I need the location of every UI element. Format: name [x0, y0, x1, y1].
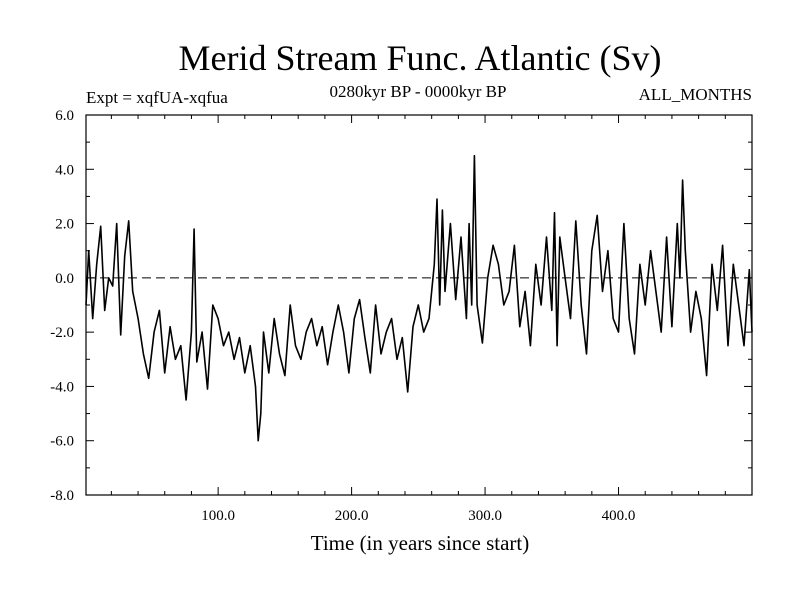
y-tick-label: -6.0 — [50, 434, 74, 450]
time-range-label: 0280kyr BP - 0000kyr BP — [330, 82, 507, 101]
y-tick-label: -4.0 — [50, 379, 74, 395]
y-tick-label: 4.0 — [55, 162, 74, 178]
y-tick-label: 6.0 — [55, 108, 74, 124]
series-line — [85, 154, 753, 442]
x-tick-label: 400.0 — [602, 508, 636, 524]
chart-title: Merid Stream Func. Atlantic (Sv) — [179, 38, 662, 78]
y-tick-label: -2.0 — [50, 325, 74, 341]
x-axis-label: Time (in years since start) — [311, 531, 530, 555]
x-axis: 100.0 200.0 300.0 400.0 — [110, 115, 726, 524]
x-tick-label: 300.0 — [468, 508, 502, 524]
experiment-label: Expt = xqfUA-xqfua — [86, 88, 228, 107]
x-tick-label: 200.0 — [335, 508, 369, 524]
y-tick-label: 0.0 — [55, 271, 74, 287]
y-tick-label: 2.0 — [55, 217, 74, 233]
y-tick-label: -8.0 — [50, 488, 74, 504]
x-tick-label: 100.0 — [201, 508, 235, 524]
months-label: ALL_MONTHS — [639, 85, 752, 104]
series-layer — [85, 154, 753, 442]
y-axis: -8.0 -6.0 -4.0 -2.0 0.0 2.0 4.0 6.0 — [50, 108, 752, 504]
